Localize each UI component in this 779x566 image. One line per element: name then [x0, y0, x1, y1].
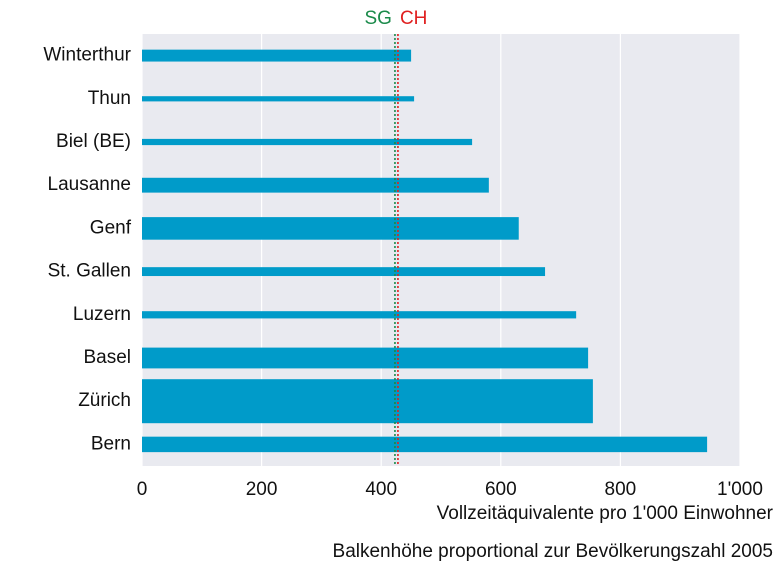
x-tick-label: 400 — [365, 479, 397, 500]
bar — [142, 379, 593, 424]
y-tick-label: Zürich — [78, 390, 131, 411]
x-tick-label: 0 — [137, 479, 148, 500]
y-tick-label: St. Gallen — [48, 261, 131, 282]
y-tick-label: Thun — [88, 88, 131, 109]
y-tick-label: Bern — [91, 433, 131, 454]
y-tick-label: Luzern — [73, 304, 131, 325]
y-tick-label: Biel (BE) — [56, 131, 131, 152]
reference-label: CH — [400, 8, 427, 29]
x-tick-label: 1'000 — [717, 479, 763, 500]
bar — [142, 267, 546, 277]
bar — [142, 177, 489, 193]
note: Balkenhöhe proportional zur Bevölkerungs… — [333, 541, 773, 562]
x-axis-label: Vollzeitäquivalente pro 1'000 Einwohner — [437, 503, 774, 524]
x-tick-label: 600 — [485, 479, 517, 500]
bar — [142, 436, 708, 453]
y-tick-label: Genf — [90, 217, 132, 238]
bar — [142, 217, 519, 240]
y-tick-label: Basel — [83, 347, 131, 368]
bar — [142, 49, 412, 62]
bar — [142, 96, 415, 102]
x-tick-label: 800 — [605, 479, 637, 500]
y-tick-label: Winterthur — [43, 45, 131, 66]
bar — [142, 347, 589, 369]
y-tick-label: Lausanne — [48, 174, 131, 195]
reference-label: SG — [365, 8, 392, 29]
bar — [142, 311, 577, 319]
bar — [142, 138, 473, 146]
x-tick-label: 200 — [246, 479, 278, 500]
